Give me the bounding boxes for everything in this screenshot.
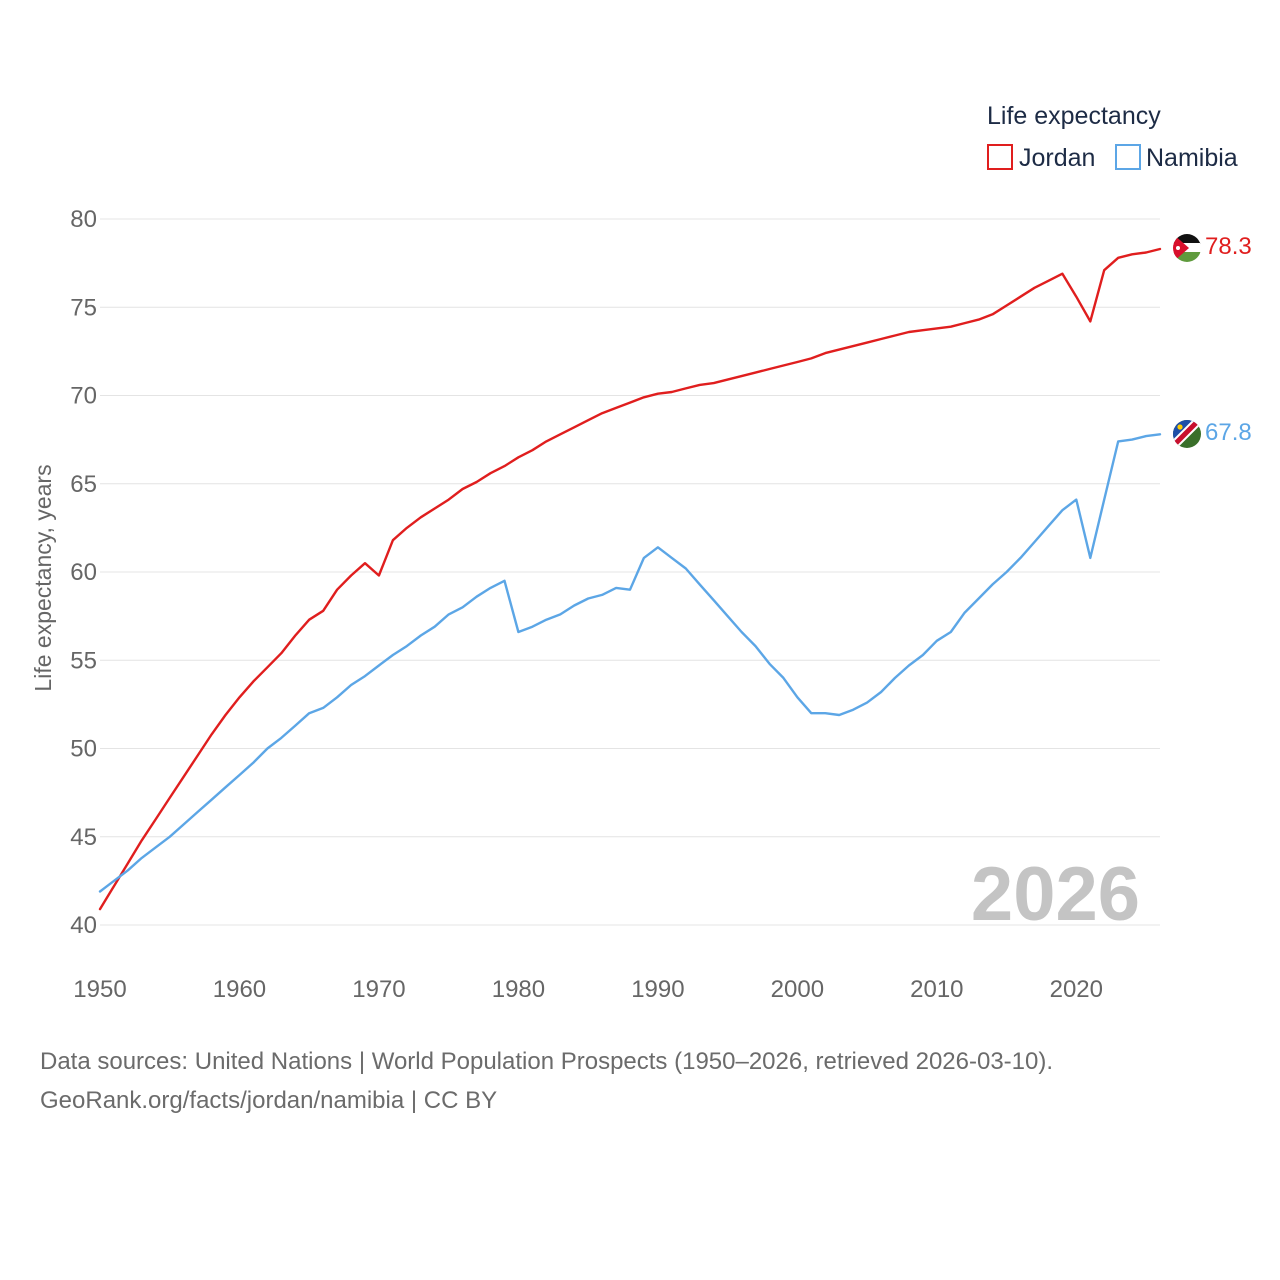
series-line-jordan[interactable] [98, 247, 1162, 911]
series-lines [98, 247, 1162, 911]
x-tick-label: 1990 [631, 976, 684, 1003]
namibia-flag-icon [1173, 420, 1201, 448]
y-tick-label: 45 [70, 824, 97, 851]
x-tick-label: 2000 [771, 976, 824, 1003]
legend-title: Life expectancy [987, 102, 1161, 130]
jordan-flag-icon [1173, 234, 1201, 262]
y-tick-label: 80 [70, 206, 97, 233]
y-tick-label: 55 [70, 647, 97, 674]
legend-swatch-namibia[interactable] [1115, 144, 1141, 170]
y-tick-label: 75 [70, 294, 97, 321]
y-axis-label: Life expectancy, years [30, 464, 56, 691]
jordan-end-value: 78.3 [1205, 233, 1252, 260]
data-sources: Data sources: United Nations | World Pop… [40, 1048, 1054, 1075]
y-tick-label: 60 [70, 559, 97, 586]
footer: Data sources: United Nations | World Pop… [40, 1042, 1240, 1120]
y-tick-label: 40 [70, 912, 97, 939]
site-credit[interactable]: GeoRank.org/facts/jordan/namibia | CC BY [40, 1087, 498, 1114]
x-tick-label: 1960 [213, 976, 266, 1003]
x-ticks: 1950 1960 1970 1980 1990 2000 2010 2020 [73, 976, 1103, 1003]
x-tick-label: 2010 [910, 976, 963, 1003]
legend-swatch-jordan[interactable] [987, 144, 1013, 170]
y-tick-label: 70 [70, 383, 97, 410]
x-tick-label: 1980 [492, 976, 545, 1003]
gridlines [100, 218, 1160, 926]
year-watermark: 2026 [971, 852, 1140, 937]
series-line-namibia[interactable] [98, 433, 1162, 893]
x-tick-label: 1950 [73, 976, 126, 1003]
y-tick-label: 65 [70, 471, 97, 498]
legend-label-jordan[interactable]: Jordan [1019, 144, 1095, 172]
x-tick-label: 2020 [1050, 976, 1103, 1003]
x-tick-label: 1970 [352, 976, 405, 1003]
legend-label-namibia[interactable]: Namibia [1146, 144, 1238, 172]
y-ticks: 40 45 50 55 60 65 70 75 80 [70, 206, 97, 939]
y-tick-label: 50 [70, 736, 97, 763]
namibia-end-value: 67.8 [1205, 419, 1252, 446]
